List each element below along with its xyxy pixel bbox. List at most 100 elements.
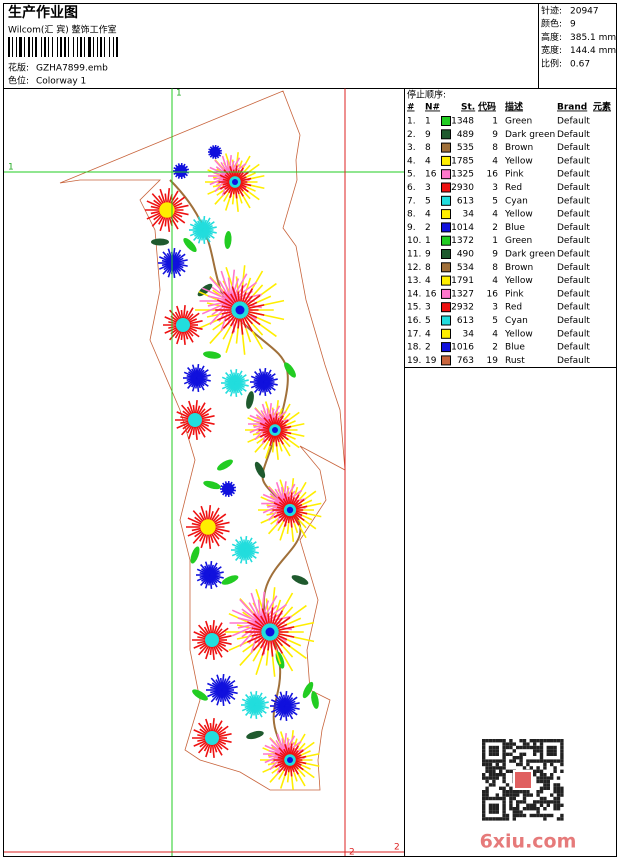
- qr-cell: [526, 790, 530, 794]
- qr-cell: [502, 766, 506, 770]
- color-swatch: [441, 275, 451, 286]
- qr-cell: [502, 745, 506, 750]
- color-swatch: [441, 315, 451, 326]
- qr-cell: [526, 803, 530, 807]
- qr-cell: [499, 773, 503, 777]
- qr-cell: [488, 776, 493, 780]
- color-swatch: [441, 355, 451, 366]
- stitch: [237, 622, 262, 629]
- qr-cell: [522, 800, 527, 804]
- qr-cell: [488, 817, 493, 821]
- barcode-bar: [35, 37, 37, 57]
- qr-cell: [492, 776, 496, 780]
- qr-cell: [553, 803, 557, 807]
- qr-cell: [546, 745, 550, 750]
- qr-cell: [536, 745, 540, 750]
- qr-cell: [522, 766, 527, 770]
- qr-cell: [516, 800, 520, 804]
- row-description: Cyan: [505, 196, 528, 206]
- row-description: Dark green: [505, 250, 555, 260]
- qr-cell: [485, 796, 489, 801]
- qr-cell: [553, 745, 557, 750]
- qr-cell: [509, 793, 513, 797]
- qr-cell: [522, 745, 527, 750]
- row-needle: 9: [425, 250, 431, 260]
- qr-cell: [519, 752, 523, 756]
- qr-cell: [495, 762, 499, 767]
- stitch: [244, 546, 259, 551]
- qr-cell: [556, 776, 561, 780]
- qr-cell: [495, 810, 499, 814]
- qr-cell: [556, 786, 561, 790]
- leaf: [217, 459, 233, 471]
- qr-cell: [482, 803, 486, 807]
- qr-cell: [543, 800, 547, 804]
- qr-cell: [488, 762, 493, 767]
- color-swatch: [441, 195, 451, 206]
- watermark: 6xiu.com: [480, 831, 577, 853]
- row-code: 5: [492, 196, 498, 206]
- qr-cell: [533, 769, 537, 773]
- qr-cell: [533, 800, 537, 804]
- qr-cell: [550, 793, 554, 797]
- stitch: [257, 599, 262, 624]
- color-swatch: [441, 182, 451, 193]
- qr-cell: [502, 749, 506, 753]
- row-needle: 5: [425, 196, 431, 206]
- qr-cell: [485, 766, 489, 770]
- qr-cell: [550, 745, 554, 750]
- qr-cell: [482, 790, 486, 794]
- qr-cell: [526, 745, 530, 750]
- stitch: [211, 286, 232, 302]
- barcode-bar: [48, 37, 49, 57]
- qr-cell: [495, 796, 499, 801]
- qr-cell: [495, 752, 499, 756]
- row-description: Yellow: [504, 156, 533, 166]
- qr-cell: [495, 776, 499, 780]
- stitch: [260, 595, 278, 624]
- qr-cell: [560, 749, 564, 753]
- row-stitches: 534: [457, 263, 474, 273]
- qr-cell: [546, 776, 550, 780]
- qr-cell: [550, 800, 554, 804]
- qr-cell: [482, 773, 486, 777]
- qr-cell: [536, 749, 540, 753]
- barcode-bar: [80, 37, 82, 57]
- qr-cell: [546, 759, 550, 763]
- qr-cell: [502, 790, 506, 794]
- qr-cell: [539, 756, 544, 760]
- qr-cell: [560, 742, 564, 746]
- qr-cell: [502, 796, 506, 801]
- qr-cell: [560, 759, 564, 763]
- row-description: Blue: [505, 223, 525, 233]
- leaf: [183, 237, 197, 253]
- row-description: Brown: [505, 143, 533, 153]
- qr-cell: [553, 783, 557, 787]
- qr-cell: [488, 773, 493, 777]
- qr-cell: [482, 756, 486, 760]
- color-swatch: [441, 288, 451, 299]
- row-needle: 5: [425, 316, 431, 326]
- qr-cell: [556, 790, 561, 794]
- qr-cell: [560, 803, 564, 807]
- qr-cell: [556, 793, 561, 797]
- row-needle: 2: [425, 343, 431, 353]
- qr-cell: [502, 813, 506, 818]
- row-stitches: 613: [457, 196, 474, 206]
- barcode-bar: [97, 37, 98, 57]
- row-brand: Default: [557, 356, 590, 366]
- color-swatch: [441, 222, 451, 233]
- barcode-bar: [16, 37, 17, 57]
- table-title: 停止顺序:: [407, 89, 446, 101]
- color-swatch: [441, 142, 451, 153]
- qr-cell: [526, 793, 530, 797]
- qr-cell: [516, 803, 520, 807]
- qr-cell: [509, 752, 513, 756]
- qr-cell: [543, 817, 547, 821]
- qr-cell: [543, 786, 547, 790]
- row-brand: Default: [557, 316, 590, 326]
- row-description: Cyan: [505, 316, 528, 326]
- qr-cell: [529, 803, 533, 807]
- qr-cell: [516, 813, 520, 818]
- qr-cell: [560, 762, 564, 767]
